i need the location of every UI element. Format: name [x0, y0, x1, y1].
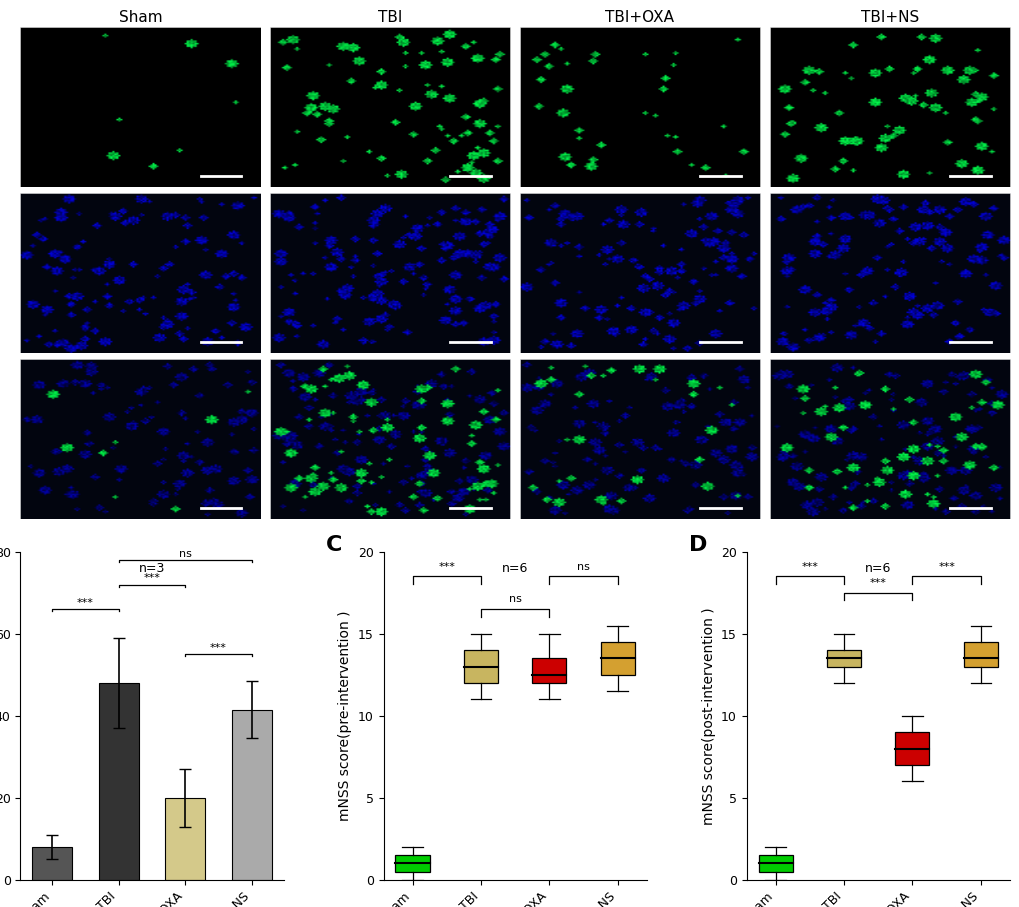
Bar	[826, 650, 860, 667]
Bar	[758, 855, 792, 872]
Title: TBI: TBI	[378, 10, 403, 24]
Y-axis label: mNSS score(post-intervention ): mNSS score(post-intervention )	[701, 607, 714, 824]
Text: ***: ***	[77, 598, 94, 608]
Bar	[532, 658, 566, 683]
Text: n=6: n=6	[864, 561, 891, 575]
Text: n=6: n=6	[501, 561, 528, 575]
Text: ***: ***	[801, 561, 817, 571]
Text: ns: ns	[508, 594, 521, 604]
Bar	[33, 847, 72, 880]
Bar	[895, 732, 928, 765]
Text: ***: ***	[869, 578, 886, 588]
Text: C: C	[325, 535, 341, 555]
Text: ***: ***	[144, 573, 160, 583]
Y-axis label: mNSS score(pre-intervention ): mNSS score(pre-intervention )	[338, 610, 352, 821]
Bar	[963, 642, 997, 667]
Text: ns: ns	[178, 549, 192, 559]
Bar	[231, 709, 271, 880]
Bar	[395, 855, 429, 872]
Text: ***: ***	[438, 561, 454, 571]
Text: D: D	[688, 535, 706, 555]
Text: n=3: n=3	[139, 561, 165, 575]
Bar	[99, 683, 139, 880]
Bar	[600, 642, 634, 675]
Title: TBI+NS: TBI+NS	[860, 10, 918, 24]
Text: ***: ***	[210, 643, 226, 653]
Text: ***: ***	[937, 561, 954, 571]
Title: TBI+OXA: TBI+OXA	[605, 10, 674, 24]
Bar	[165, 798, 205, 880]
Text: ns: ns	[577, 561, 589, 571]
Bar	[464, 650, 497, 683]
Title: Sham: Sham	[118, 10, 162, 24]
